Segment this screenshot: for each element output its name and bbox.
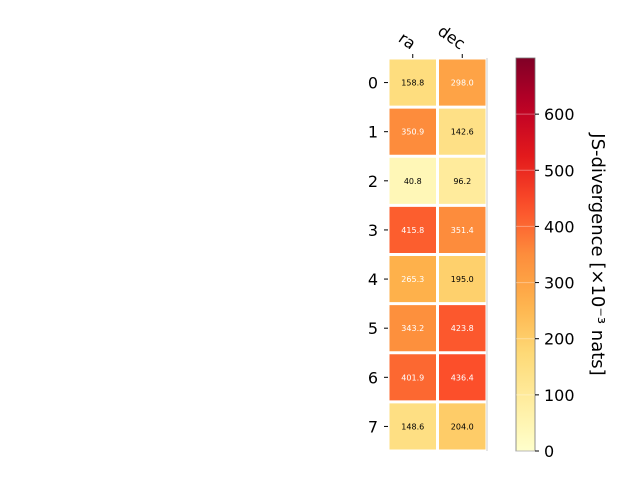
cell-value-label: 142.6 <box>451 128 474 137</box>
row-tick-label: 7 <box>368 417 378 436</box>
heatmap-cell <box>439 354 486 401</box>
cell-value-label: 401.9 <box>401 373 424 382</box>
heatmap-cell <box>439 206 486 253</box>
row-tick-label: 4 <box>368 270 378 289</box>
colorbar-label: JS-divergence [×10⁻³ nats] <box>587 132 608 375</box>
cell-value-label: 415.8 <box>401 226 424 235</box>
row-tick-label: 0 <box>368 74 378 93</box>
colorbar-gradient <box>515 57 536 452</box>
cell-value-label: 350.9 <box>401 128 424 137</box>
cell-value-label: 40.8 <box>404 177 422 186</box>
heatmap-cell <box>439 305 486 352</box>
heatmap-cell <box>389 403 436 450</box>
heatmap-cell <box>389 59 436 106</box>
cell-value-label: 96.2 <box>453 177 471 186</box>
heatmap-cell <box>439 256 486 303</box>
cell-value-label: 343.2 <box>401 324 424 333</box>
row-tick-label: 2 <box>368 172 378 191</box>
cell-value-label: 436.4 <box>451 373 474 382</box>
colorbar-tick-label: 100 <box>544 386 575 405</box>
colorbar-tick-label: 0 <box>544 442 554 461</box>
heatmap-cell <box>439 157 486 204</box>
heatmap-cell <box>389 108 436 155</box>
heatmap-cell <box>389 305 436 352</box>
colorbar-tick-label: 300 <box>544 274 575 293</box>
heatmap-cell <box>389 354 436 401</box>
cell-value-label: 423.8 <box>451 324 474 333</box>
colorbar-tick-label: 400 <box>544 217 575 236</box>
cell-value-label: 158.8 <box>401 79 424 88</box>
row-tick-label: 1 <box>368 123 378 142</box>
column-tick-label: ra <box>395 28 419 53</box>
colorbar-tick-label: 600 <box>544 105 575 124</box>
cell-value-label: 204.0 <box>451 422 474 431</box>
row-tick-label: 6 <box>368 368 378 387</box>
row-tick-label: 3 <box>368 221 378 240</box>
colorbar-tick-label: 200 <box>544 330 575 349</box>
cell-value-label: 195.0 <box>451 275 474 284</box>
cell-value-label: 298.0 <box>451 79 474 88</box>
colorbar-tick-label: 500 <box>544 161 575 180</box>
cells-layer: 158.8 298.0 350.9 142.6 40.8 96.2 415.8 351.4 26… <box>389 59 486 450</box>
heatmap-cell <box>439 108 486 155</box>
cell-value-label: 351.4 <box>451 226 474 235</box>
column-tick-label: dec <box>434 21 468 53</box>
heatmap-cell <box>389 206 436 253</box>
heatmap-cell <box>389 256 436 303</box>
heatmap-cell <box>439 59 486 106</box>
colorbar: 0 100 200 300 400 500 600 JS-divergence [×10⁻³ … <box>515 57 608 461</box>
row-tick-label: 5 <box>368 319 378 338</box>
cell-value-label: 148.6 <box>401 422 424 431</box>
cell-value-label: 265.3 <box>401 275 424 284</box>
heatmap-cell <box>389 157 436 204</box>
heatmap-cell <box>439 403 486 450</box>
